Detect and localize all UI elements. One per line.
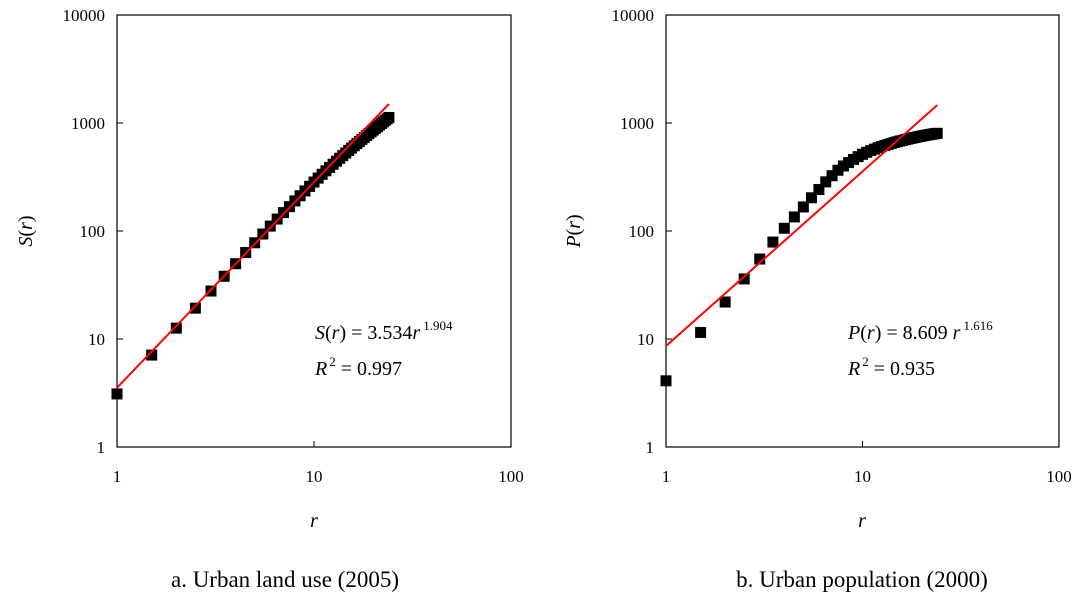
fit-equation: P(r) = 8.609 r 1.616 [847,318,993,344]
data-point [146,349,158,361]
data-point [170,322,182,334]
data-markers [660,127,943,387]
y-tick-labels: 1 10 100 1000 10000 [612,6,672,457]
x-axis-label: r [858,510,866,532]
data-point [111,388,123,400]
data-markers [111,111,395,400]
x-tick-label: 10 [306,467,323,486]
data-point [805,192,817,204]
fit-equation: S(r) = 3.534r 1.904 [315,318,453,344]
data-point [931,127,943,139]
data-point [788,211,800,223]
data-point [820,176,832,188]
data-point [754,253,766,265]
plot-frame [665,14,1060,448]
data-point [271,213,283,225]
data-point [767,236,779,248]
y-tick-label: 100 [629,222,655,241]
y-tick-label: 1000 [620,114,654,133]
data-point [383,111,395,123]
panel-urban-land-use: 1 10 100 1000 10000 1 10 100 S(r) r S(r) = 3.5… [15,6,524,592]
y-tick-label: 1000 [71,114,105,133]
y-tick-label: 1 [646,438,655,457]
data-point [813,184,825,196]
panel-urban-population: 1 10 100 1000 10000 1 10 100 P(r) r P(r) = 8.6… [563,6,1072,592]
plot-frame [116,14,512,448]
panel-caption: a. Urban land use (2005) [171,567,399,592]
data-point [695,326,707,338]
y-tick-label: 100 [80,222,106,241]
fit-line [116,103,390,389]
data-point [257,228,269,240]
x-tick-label: 10 [854,467,871,486]
data-point [189,302,201,314]
data-point [826,170,838,182]
data-point [660,375,672,387]
data-point [264,220,276,232]
data-point [797,201,809,213]
y-axis-label: P(r) [563,214,585,248]
x-tick-label: 100 [1046,467,1072,486]
y-tick-label: 10000 [63,6,106,25]
panel-caption: b. Urban population (2000) [736,567,988,592]
data-point [719,296,731,308]
y-tick-labels: 1 10 100 1000 10000 [63,6,123,457]
y-tick-label: 1 [97,438,106,457]
x-tick-label: 100 [498,467,524,486]
data-point [832,164,844,176]
x-tick-label: 1 [113,467,122,486]
x-axis-label: r [310,510,318,532]
y-axis-label: S(r) [15,215,37,246]
x-tick-labels: 1 10 100 [662,441,1072,486]
data-point [738,273,750,285]
x-tick-label: 1 [662,467,671,486]
data-point [778,222,790,234]
y-tick-label: 10 [637,330,654,349]
y-tick-label: 10 [88,330,105,349]
y-tick-label: 10000 [612,6,655,25]
x-tick-labels: 1 10 100 [113,441,524,486]
fit-line [665,104,938,347]
